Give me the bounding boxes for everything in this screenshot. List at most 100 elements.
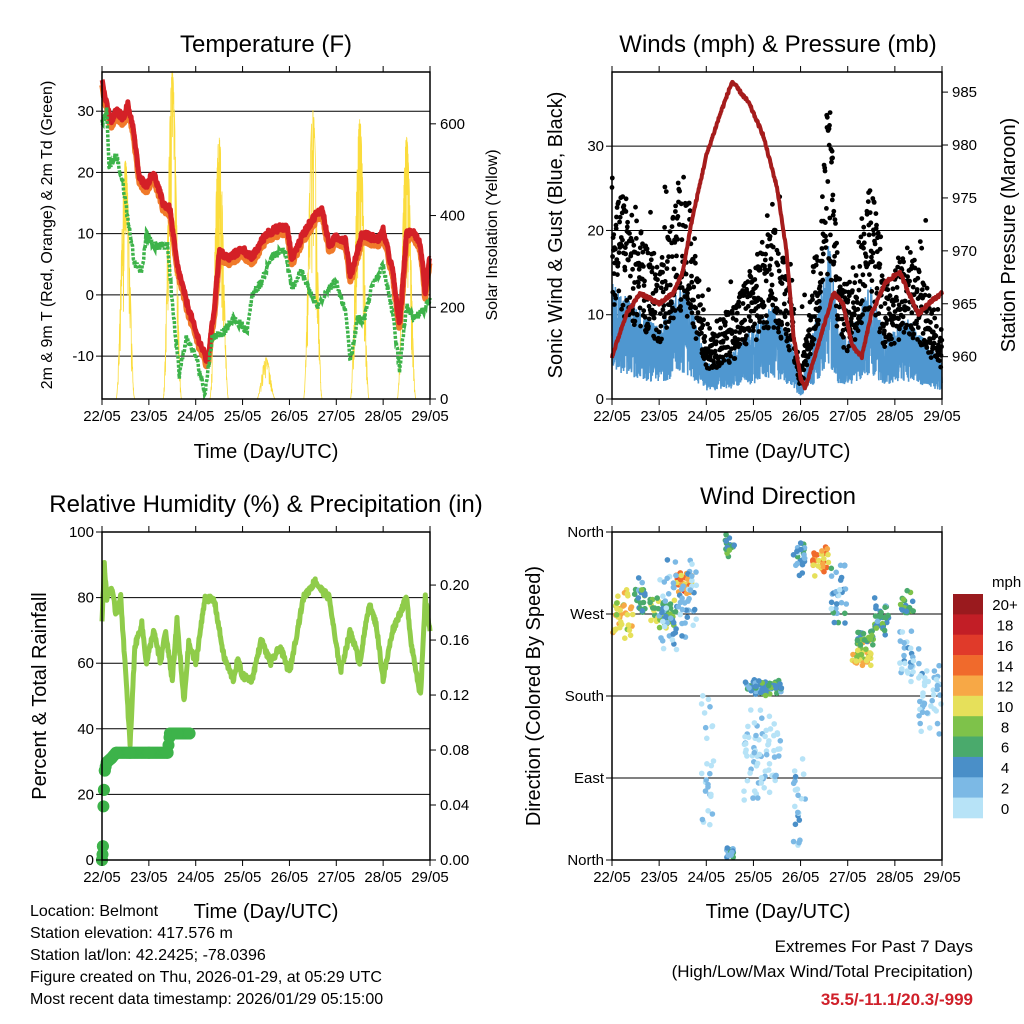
gust-point xyxy=(819,246,825,251)
legend-swatch xyxy=(953,797,983,819)
direction-point xyxy=(794,786,801,792)
direction-point xyxy=(793,562,799,569)
gust-point xyxy=(846,343,852,349)
direction-point xyxy=(828,599,835,606)
direction-point xyxy=(754,760,761,767)
y-tick-label: East xyxy=(574,770,605,787)
direction-point xyxy=(933,708,939,714)
gust-point xyxy=(614,214,619,220)
gust-point xyxy=(674,272,680,278)
gust-point xyxy=(748,274,754,280)
direction-point xyxy=(684,576,691,582)
gust-point xyxy=(629,212,635,218)
direction-point xyxy=(837,562,844,569)
gust-point xyxy=(878,234,884,240)
y-tick-label: 100 xyxy=(69,524,94,541)
direction-point xyxy=(921,700,928,707)
gust-point xyxy=(884,318,890,323)
direction-point xyxy=(678,572,684,579)
direction-point xyxy=(672,559,679,565)
direction-point xyxy=(799,570,806,576)
gust-point xyxy=(666,254,671,260)
legend-label: 18 xyxy=(997,618,1014,635)
x-tick-label: 28/05 xyxy=(364,869,402,886)
gust-point xyxy=(905,306,911,312)
gust-point xyxy=(663,311,669,316)
gust-point xyxy=(862,283,868,289)
gust-point xyxy=(631,242,637,248)
gust-point xyxy=(638,323,643,329)
gust-point xyxy=(628,273,633,279)
gust-point xyxy=(916,269,922,275)
gust-point xyxy=(624,224,630,230)
gust-point xyxy=(770,302,776,308)
direction-point xyxy=(689,561,695,567)
gust-point xyxy=(613,222,619,228)
wind-direction-title: Wind Direction xyxy=(700,483,856,510)
gust-point xyxy=(878,304,884,309)
gust-point xyxy=(745,279,751,285)
direction-point xyxy=(742,749,749,756)
y2-tick-label: 985 xyxy=(952,84,977,101)
direction-point xyxy=(921,679,928,686)
direction-point xyxy=(795,809,801,816)
gust-point xyxy=(859,216,865,222)
gust-point xyxy=(654,264,660,270)
direction-point xyxy=(617,607,623,613)
gust-point xyxy=(747,328,752,333)
gust-point xyxy=(799,304,805,310)
gust-point xyxy=(809,293,815,299)
gust-point xyxy=(622,245,628,251)
direction-point xyxy=(916,713,922,719)
direction-point xyxy=(679,606,686,613)
direction-point xyxy=(629,611,636,618)
gust-point xyxy=(767,263,773,269)
gust-point xyxy=(855,328,861,334)
y-tick-label: 80 xyxy=(77,590,94,607)
gust-point xyxy=(614,205,620,210)
direction-point xyxy=(626,627,633,633)
gust-point xyxy=(831,259,837,265)
gust-point xyxy=(630,286,636,291)
direction-point xyxy=(828,565,835,572)
direction-point xyxy=(747,770,753,776)
y2-tick-label: 200 xyxy=(440,299,465,316)
direction-point xyxy=(910,658,917,664)
gust-point xyxy=(724,335,730,341)
gust-point xyxy=(831,208,837,214)
precipitation-point xyxy=(171,727,183,740)
gust-point xyxy=(672,308,678,313)
direction-point xyxy=(684,614,691,620)
direction-point xyxy=(766,761,773,767)
direction-point xyxy=(661,579,668,585)
direction-point xyxy=(756,751,763,758)
gust-point xyxy=(781,259,787,265)
gust-point xyxy=(816,317,821,323)
gust-point xyxy=(869,278,875,283)
gust-point xyxy=(633,236,639,241)
gust-point xyxy=(885,287,891,293)
direction-point xyxy=(936,662,942,669)
gust-point xyxy=(677,188,682,194)
gust-point xyxy=(732,356,738,361)
gust-point xyxy=(861,240,867,246)
direction-point xyxy=(800,771,807,777)
direction-point xyxy=(792,821,799,828)
legend-swatch xyxy=(953,716,983,737)
gust-point xyxy=(636,284,641,289)
gust-point xyxy=(837,276,843,282)
gust-point xyxy=(770,201,775,207)
direction-point xyxy=(698,770,705,777)
y-tick-label: 40 xyxy=(77,721,94,738)
info-created: Figure created on Thu, 2026-01-29, at 05… xyxy=(30,969,382,986)
gust-point xyxy=(911,331,917,337)
direction-point xyxy=(872,613,879,619)
gust-point xyxy=(933,333,939,339)
direction-point xyxy=(766,713,773,720)
direction-point xyxy=(705,696,712,703)
direction-point xyxy=(689,573,695,579)
direction-point xyxy=(910,669,916,675)
gust-point xyxy=(651,250,657,256)
gust-point xyxy=(907,278,912,284)
x-tick-label: 24/05 xyxy=(177,408,215,425)
